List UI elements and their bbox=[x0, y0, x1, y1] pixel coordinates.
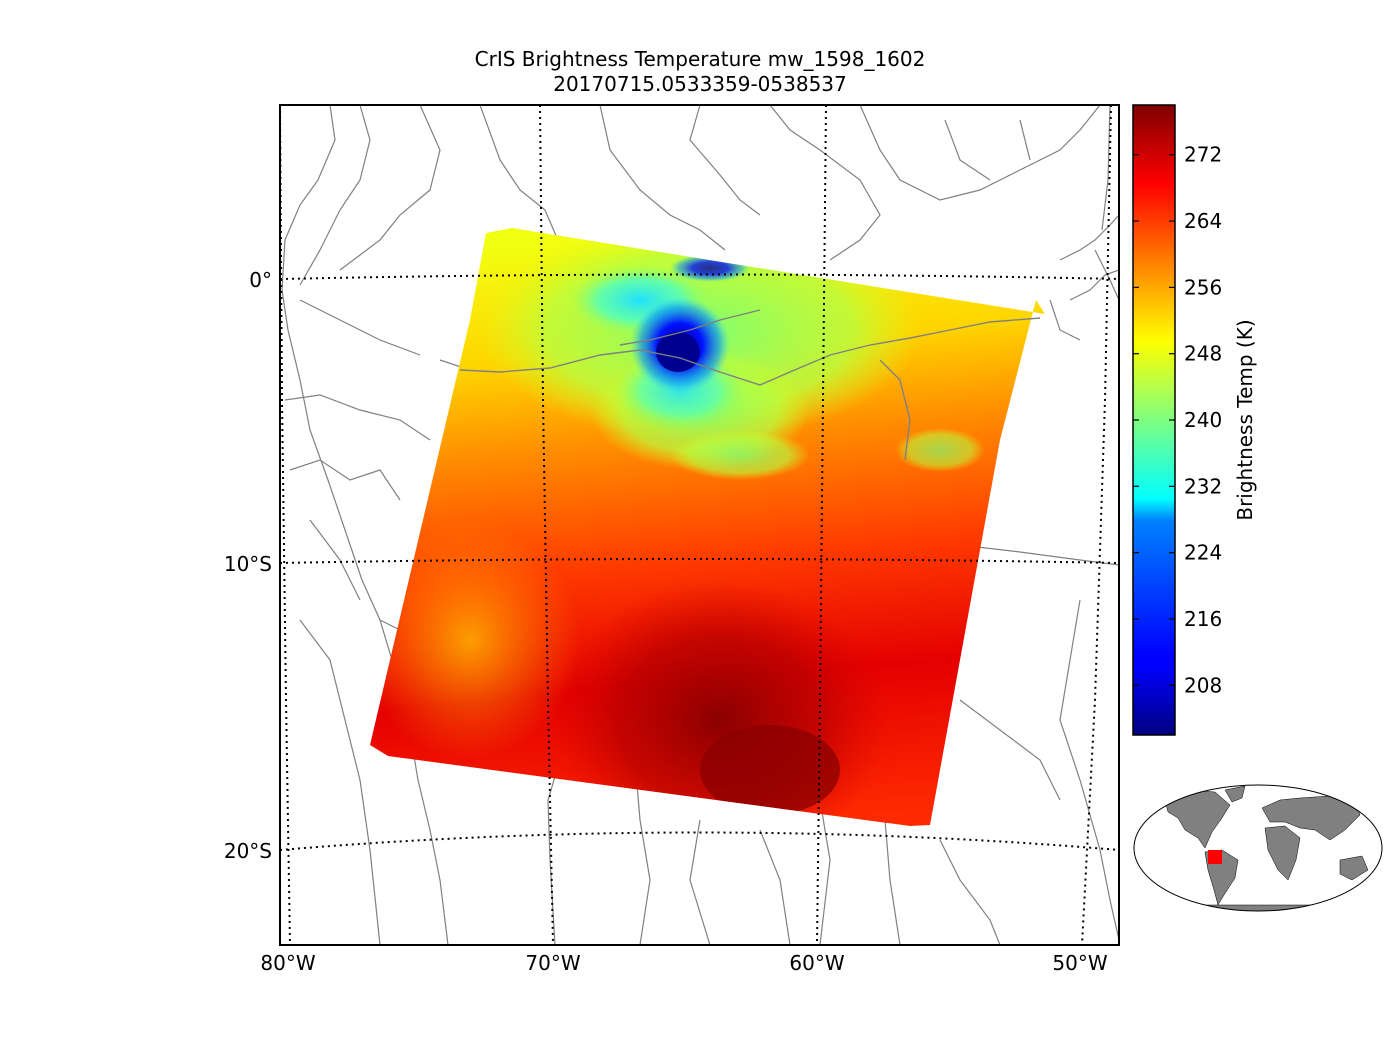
lat-label-0: 0° bbox=[249, 268, 272, 292]
lon-label-60w: 60°W bbox=[789, 951, 844, 975]
colorbar-tick-label: 232 bbox=[1184, 474, 1222, 498]
colorbar-tick-label: 272 bbox=[1184, 143, 1222, 167]
colorbar: 272 264 256 248 240 232 224 216 208 Brightness T… bbox=[1132, 104, 1257, 736]
colorbar-tick-label: 208 bbox=[1184, 673, 1222, 697]
coastline bbox=[1059, 214, 1119, 301]
lon-label-50w: 50°W bbox=[1052, 951, 1107, 975]
colorbar-tick-label: 240 bbox=[1184, 408, 1222, 432]
colorbar-tick-label: 256 bbox=[1184, 275, 1222, 299]
longitude-labels: 80°W 70°W 60°W 50°W bbox=[260, 951, 1107, 975]
lon-label-80w: 80°W bbox=[260, 951, 315, 975]
map-title: CrIS Brightness Temperature mw_1598_1602 bbox=[474, 47, 926, 71]
map-frame bbox=[279, 104, 1120, 946]
colorbar-tick-label: 216 bbox=[1184, 607, 1222, 631]
colorbar-label: Brightness Temp (K) bbox=[1233, 319, 1257, 520]
graticule bbox=[280, 105, 1119, 945]
lat-label-20s: 20°S bbox=[224, 839, 272, 863]
latitude-labels: 0° 10°S 20°S bbox=[224, 268, 272, 863]
lon-label-70w: 70°W bbox=[525, 951, 580, 975]
map-subtitle: 20170715.0533359-0538537 bbox=[553, 72, 847, 96]
swath-location-marker bbox=[1208, 850, 1222, 864]
lat-label-10s: 10°S bbox=[224, 552, 272, 576]
colorbar-tick-label: 224 bbox=[1184, 541, 1222, 565]
world-locator-map bbox=[1133, 784, 1383, 912]
colorbar-tick-label: 264 bbox=[1184, 209, 1222, 233]
rivers bbox=[459, 309, 1041, 461]
colorbar-scale bbox=[1132, 104, 1176, 736]
map-plot bbox=[280, 105, 1119, 945]
colorbar-tick-label: 248 bbox=[1184, 342, 1222, 366]
